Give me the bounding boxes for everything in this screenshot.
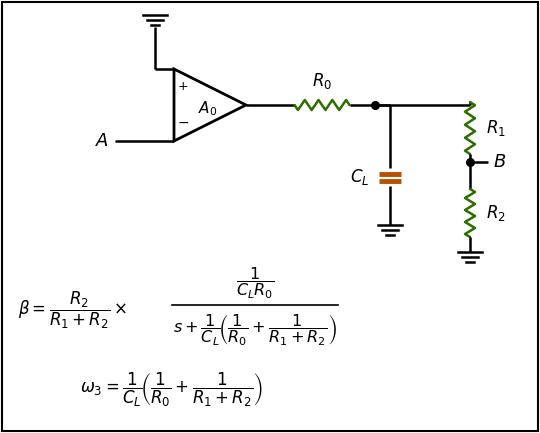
Text: +: + (178, 81, 188, 94)
Text: $\dfrac{1}{C_L R_0}$: $\dfrac{1}{C_L R_0}$ (236, 265, 274, 301)
Text: $R_1$: $R_1$ (486, 118, 506, 138)
Text: A: A (96, 132, 108, 150)
Text: $\beta = \dfrac{R_2}{R_1+R_2}\times$: $\beta = \dfrac{R_2}{R_1+R_2}\times$ (18, 289, 127, 331)
Text: $R_0$: $R_0$ (312, 71, 332, 91)
Text: $C_L$: $C_L$ (350, 167, 370, 187)
Text: B: B (494, 153, 507, 171)
Text: $\omega_3 = \dfrac{1}{C_L}\!\left(\dfrac{1}{R_0}+\dfrac{1}{R_1+R_2}\right)$: $\omega_3 = \dfrac{1}{C_L}\!\left(\dfrac… (80, 371, 263, 409)
Text: $A_0$: $A_0$ (198, 100, 218, 118)
Text: $R_2$: $R_2$ (486, 203, 506, 223)
Text: $s + \dfrac{1}{C_L}\!\left(\dfrac{1}{R_0}+\dfrac{1}{R_1+R_2}\right)$: $s + \dfrac{1}{C_L}\!\left(\dfrac{1}{R_0… (173, 312, 337, 348)
Text: −: − (177, 116, 189, 130)
